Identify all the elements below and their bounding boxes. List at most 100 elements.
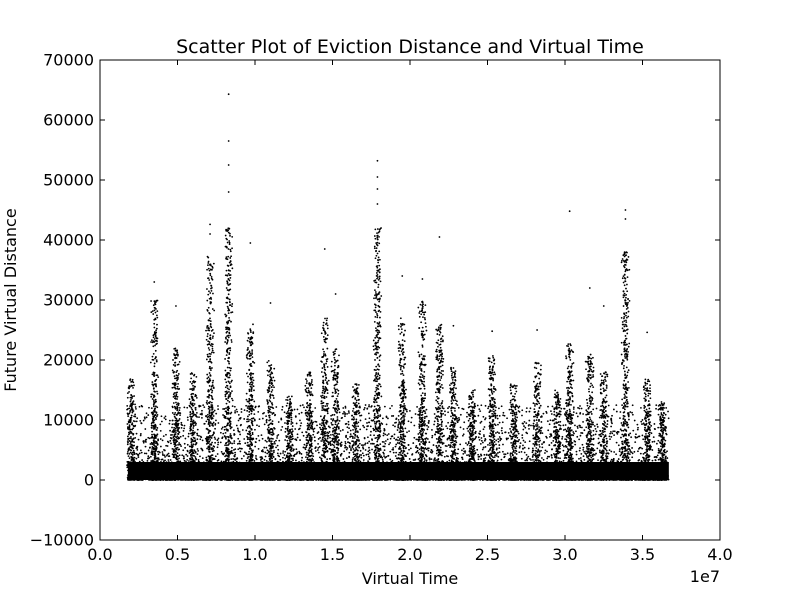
data-point — [360, 467, 362, 469]
data-point — [611, 459, 613, 461]
data-point — [427, 438, 429, 440]
data-point — [303, 435, 305, 437]
data-point — [504, 431, 506, 433]
data-point — [668, 479, 670, 481]
data-point — [165, 419, 167, 421]
data-point — [366, 470, 368, 472]
data-point — [330, 434, 332, 436]
data-point — [385, 440, 387, 442]
data-point — [301, 460, 303, 462]
data-point — [649, 470, 651, 472]
data-point — [188, 436, 190, 438]
data-point — [413, 437, 415, 439]
data-point — [637, 429, 639, 431]
data-point — [406, 472, 408, 474]
data-point — [542, 476, 544, 478]
data-point — [184, 460, 186, 462]
data-point — [545, 468, 547, 470]
data-point — [416, 465, 418, 467]
data-point — [416, 406, 418, 408]
data-point — [264, 473, 266, 475]
data-point — [485, 457, 487, 459]
data-point — [395, 479, 397, 481]
data-point — [301, 467, 303, 469]
data-point — [183, 427, 185, 429]
data-point — [635, 474, 637, 476]
data-point — [315, 475, 317, 477]
data-point — [303, 476, 305, 478]
data-point — [417, 450, 419, 452]
data-point — [143, 476, 145, 478]
data-point — [170, 442, 172, 444]
data-point — [344, 412, 346, 414]
data-point — [439, 405, 441, 407]
data-point — [454, 410, 456, 412]
data-point — [497, 418, 499, 420]
data-point — [549, 476, 551, 478]
data-point — [616, 442, 618, 444]
data-point — [202, 439, 204, 441]
data-point — [141, 472, 143, 474]
data-point — [275, 406, 277, 408]
data-point — [374, 406, 376, 408]
data-point — [415, 438, 417, 440]
data-point — [559, 460, 561, 462]
data-point — [596, 430, 598, 432]
data-point — [461, 449, 463, 451]
data-point — [230, 433, 232, 435]
data-point — [294, 428, 296, 430]
data-point — [280, 453, 282, 455]
data-point — [349, 436, 351, 438]
data-point — [272, 473, 274, 475]
data-point — [342, 413, 344, 415]
data-point — [436, 453, 438, 455]
data-point — [656, 456, 658, 458]
data-point — [344, 415, 346, 417]
data-point — [634, 467, 636, 469]
data-point — [147, 460, 149, 462]
data-point — [466, 412, 468, 414]
data-point — [610, 474, 612, 476]
data-point — [147, 455, 149, 457]
data-point — [359, 406, 361, 408]
data-point — [257, 411, 259, 413]
data-point — [203, 479, 205, 481]
data-point — [583, 451, 585, 453]
data-point — [621, 422, 623, 424]
data-point — [339, 463, 341, 465]
data-point — [298, 413, 300, 415]
data-point — [383, 432, 385, 434]
data-point — [169, 477, 171, 479]
data-point — [406, 431, 408, 433]
data-points-layer — [126, 93, 669, 481]
data-point — [578, 464, 580, 466]
data-point — [391, 436, 393, 438]
data-point — [484, 438, 486, 440]
data-point — [612, 471, 614, 473]
data-point — [418, 462, 420, 464]
data-point — [223, 461, 225, 463]
data-point — [561, 461, 563, 463]
data-point — [214, 436, 216, 438]
data-point — [265, 456, 267, 458]
data-point — [640, 447, 642, 449]
data-point — [327, 412, 329, 414]
data-point — [197, 450, 199, 452]
data-point — [448, 444, 450, 446]
data-point — [635, 433, 637, 435]
data-point — [507, 464, 509, 466]
data-point — [345, 443, 347, 445]
data-point — [346, 465, 348, 467]
data-point — [502, 414, 504, 416]
data-point — [501, 475, 503, 477]
data-point — [483, 434, 485, 436]
data-point — [582, 444, 584, 446]
data-point — [427, 479, 429, 481]
data-point — [264, 423, 266, 425]
data-point — [312, 434, 314, 436]
data-point — [180, 436, 182, 438]
data-point — [304, 444, 306, 446]
data-point — [232, 458, 234, 460]
data-point — [408, 430, 410, 432]
